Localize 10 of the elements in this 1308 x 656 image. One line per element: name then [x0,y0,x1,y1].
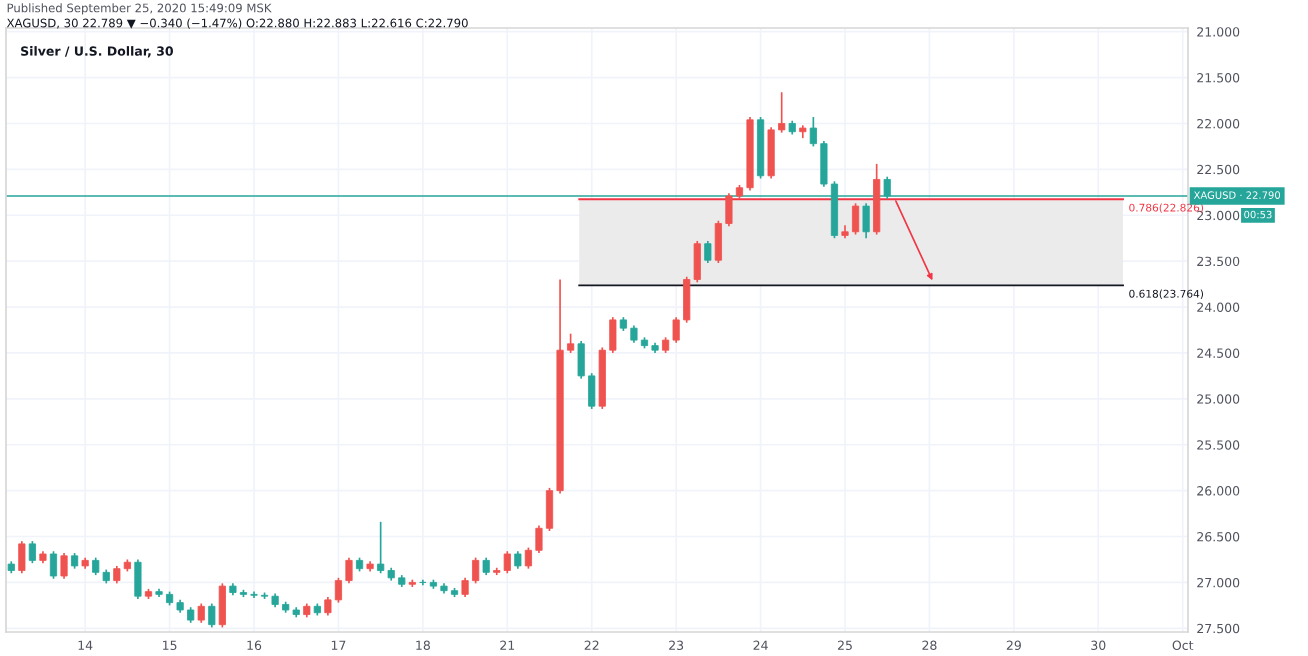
candlestick [49,550,58,580]
candlestick [208,602,216,629]
candlestick [197,602,205,624]
candlestick [862,202,870,240]
candlestick [704,240,712,264]
candlestick [18,540,26,575]
candlestick [28,540,36,564]
candlestick [134,558,142,600]
candlestick [218,582,226,629]
candlestick [60,552,68,580]
